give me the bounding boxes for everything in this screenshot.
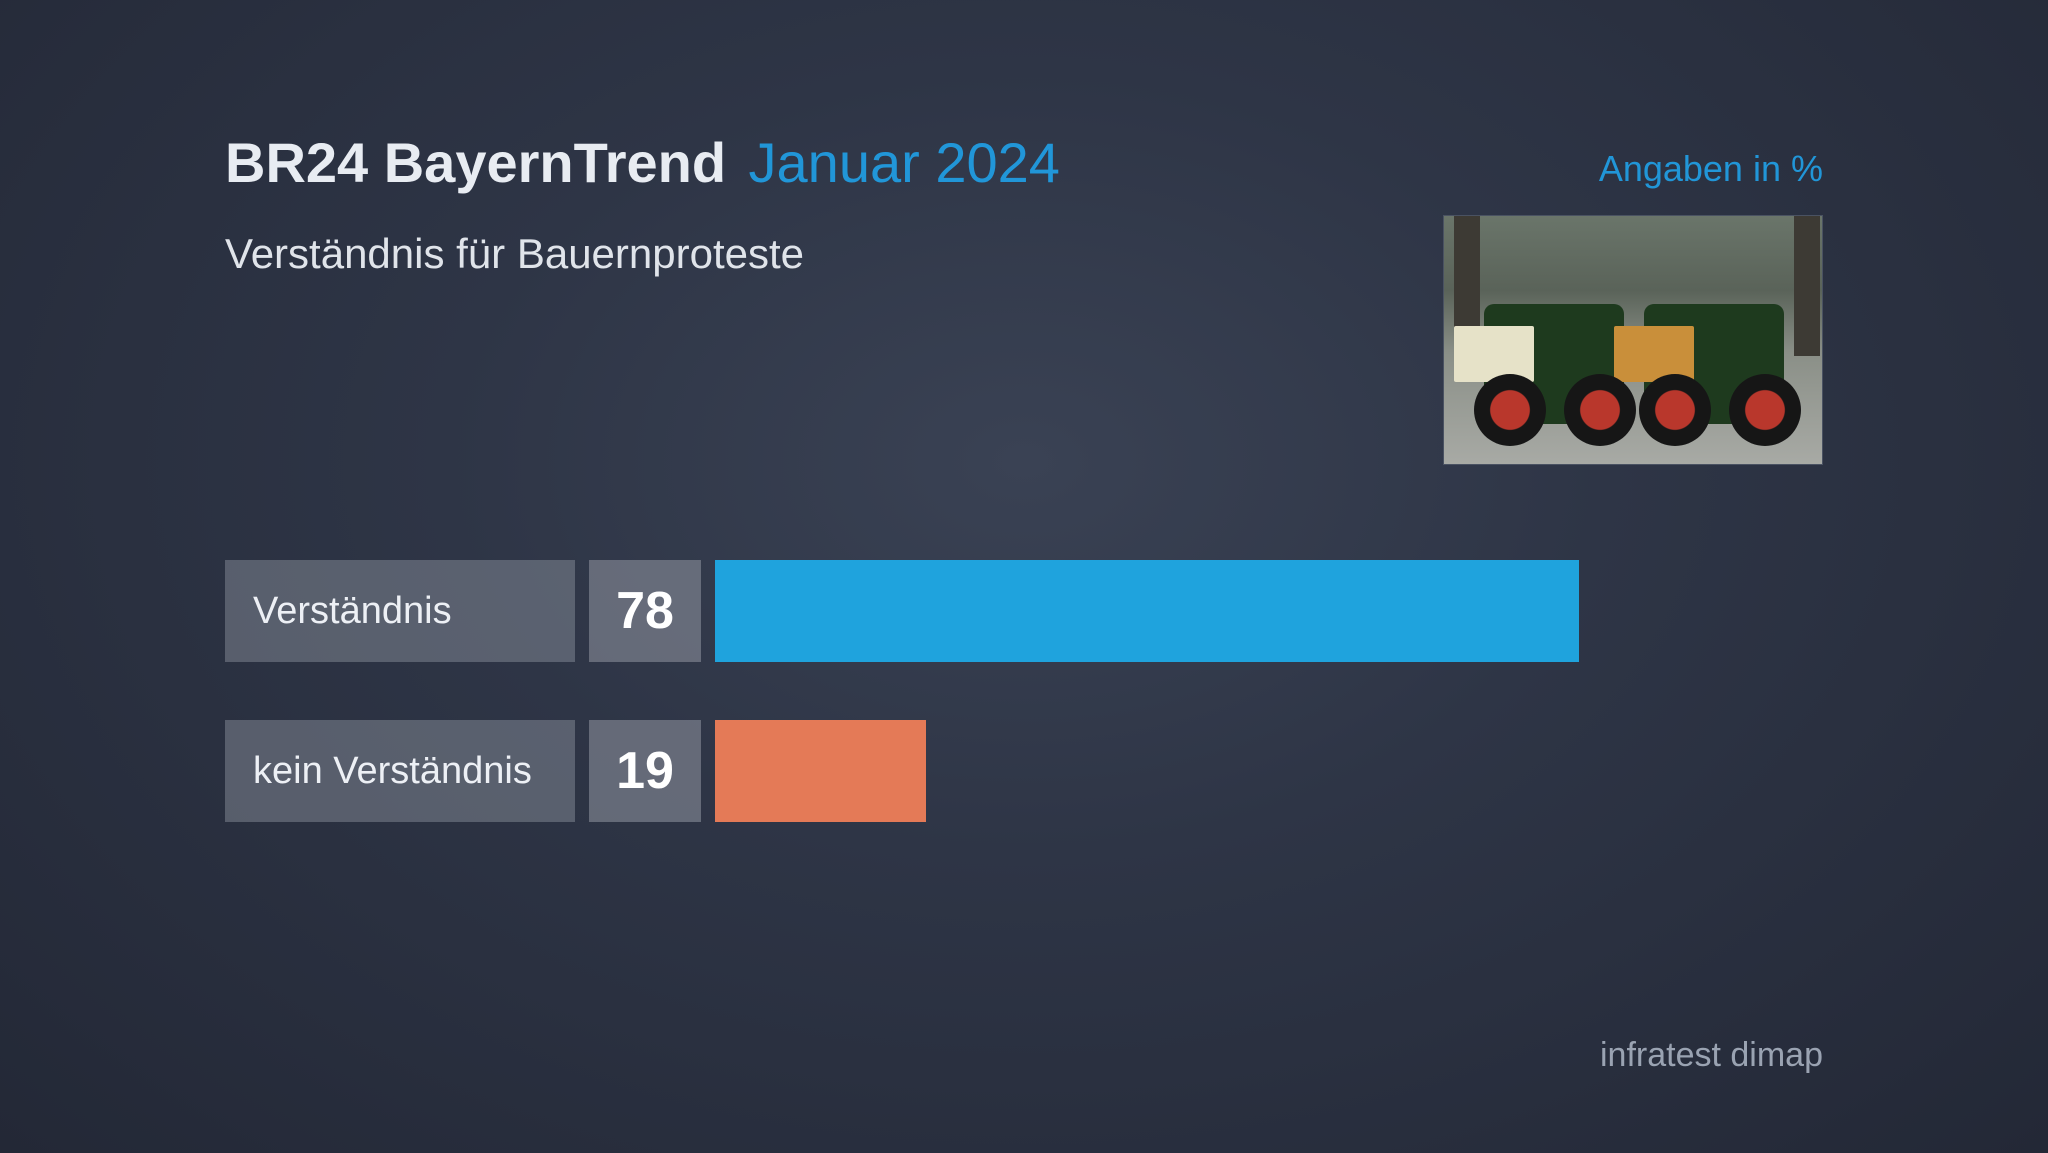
bar-fill — [715, 720, 926, 822]
header: BR24 BayernTrend Januar 2024 — [225, 130, 1060, 195]
bar-fill — [715, 560, 1579, 662]
source-credit: infratest dimap — [1600, 1036, 1823, 1075]
chart-title: BR24 BayernTrend — [225, 131, 726, 194]
context-image — [1443, 215, 1823, 465]
bar-track — [715, 720, 1823, 822]
unit-label: Angaben in % — [1599, 148, 1823, 190]
chart-subtitle: Verständnis für Bauernproteste — [225, 230, 804, 278]
bar-row: Verständnis 78 — [225, 560, 1823, 662]
bar-value: 78 — [589, 560, 701, 662]
bar-chart: Verständnis 78 kein Verständnis 19 — [225, 560, 1823, 880]
bar-label: kein Verständnis — [225, 720, 575, 822]
bar-row: kein Verständnis 19 — [225, 720, 1823, 822]
bar-label: Verständnis — [225, 560, 575, 662]
bar-track — [715, 560, 1823, 662]
bar-value: 19 — [589, 720, 701, 822]
chart-date: Januar 2024 — [749, 131, 1060, 194]
